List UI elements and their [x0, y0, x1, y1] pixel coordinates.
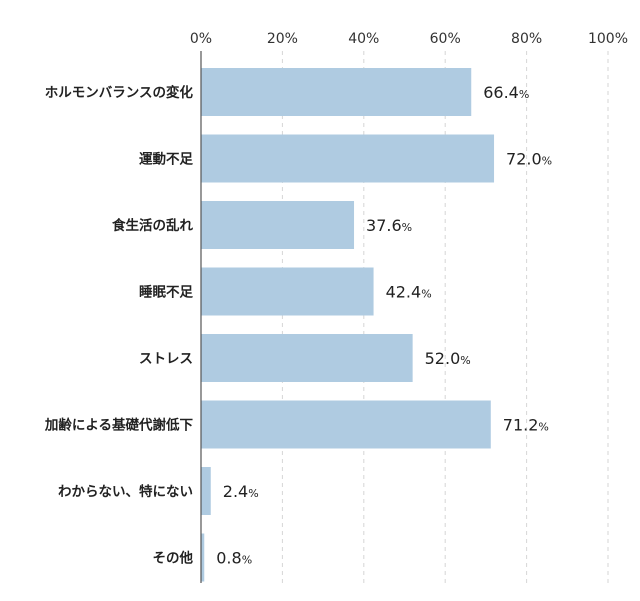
data-label: 37.6% [366, 216, 412, 235]
category-label: ストレス [139, 351, 193, 367]
data-label-unit: % [519, 88, 529, 101]
data-label-value: 71.2 [503, 416, 539, 435]
data-label-unit: % [542, 155, 552, 168]
data-label: 2.4% [223, 482, 259, 501]
data-label-value: 42.4 [386, 283, 422, 302]
data-label: 42.4% [386, 283, 432, 302]
category-label: 食生活の乱れ [112, 217, 193, 234]
bar [201, 400, 491, 449]
category-label: ホルモンバランスの変化 [45, 84, 194, 101]
data-label-unit: % [538, 421, 548, 434]
data-label-unit: % [460, 354, 470, 367]
x-tick-label: 100% [588, 31, 628, 47]
data-label: 72.0% [506, 150, 552, 169]
bar [201, 334, 413, 382]
x-tick-label: 80% [511, 31, 542, 47]
x-tick-label: 40% [348, 31, 379, 47]
bar [201, 68, 472, 116]
category-label: わからない、特にない [58, 483, 193, 500]
data-label-value: 37.6 [366, 216, 402, 235]
data-label-value: 0.8 [216, 549, 241, 568]
data-label: 66.4% [483, 83, 529, 102]
category-label: その他 [153, 550, 194, 567]
bar [201, 267, 374, 316]
data-label: 71.2% [503, 416, 549, 435]
data-label-unit: % [242, 554, 252, 567]
category-label: 加齢による基礎代謝低下 [44, 417, 194, 434]
data-label-value: 72.0 [506, 150, 542, 169]
data-label: 0.8% [216, 549, 252, 568]
category-label: 睡眠不足 [139, 285, 193, 301]
bar [201, 134, 495, 183]
data-label: 52.0% [425, 349, 471, 368]
bar [201, 201, 355, 249]
data-label-unit: % [402, 221, 412, 234]
x-tick-label: 0% [190, 31, 212, 47]
data-label-value: 2.4 [223, 482, 248, 501]
bar [201, 533, 205, 582]
data-label-unit: % [421, 288, 431, 301]
category-label: 運動不足 [139, 151, 193, 168]
data-label-value: 52.0 [425, 349, 461, 368]
x-tick-label: 20% [267, 31, 298, 47]
bar [201, 467, 211, 515]
data-label-value: 66.4 [483, 83, 519, 102]
x-tick-label: 60% [430, 31, 461, 47]
data-label-unit: % [248, 487, 258, 500]
